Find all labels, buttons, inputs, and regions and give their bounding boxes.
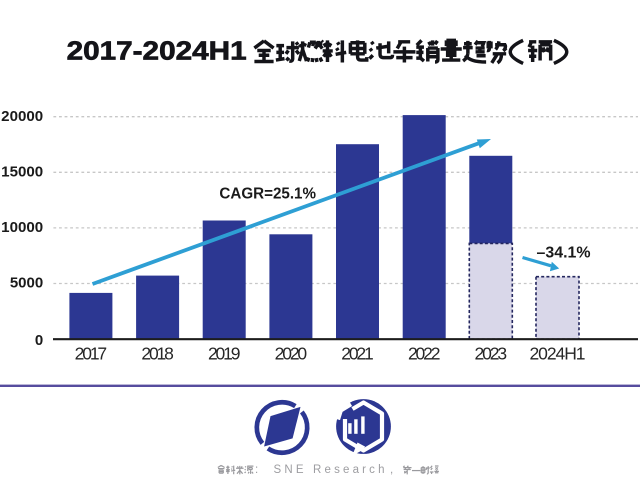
svg-text::: : — [255, 464, 258, 476]
svg-text:2018: 2018 — [141, 344, 174, 364]
svg-text:2017-2024H1: 2017-2024H1 — [67, 38, 247, 66]
svg-text:2024H1: 2024H1 — [530, 344, 586, 364]
svg-text:15000: 15000 — [1, 164, 43, 181]
svg-text:CAGR=25.1%: CAGR=25.1% — [219, 185, 316, 202]
svg-text:2021: 2021 — [341, 344, 374, 364]
svg-text:2017: 2017 — [75, 344, 108, 364]
svg-text:,: , — [390, 464, 393, 476]
svg-text:20000: 20000 — [1, 108, 43, 125]
svg-text:SNE Research: SNE Research — [274, 464, 385, 476]
svg-text:5000: 5000 — [10, 275, 43, 292]
svg-text:2023: 2023 — [475, 344, 508, 364]
svg-text:10000: 10000 — [1, 219, 43, 236]
svg-text:–34.1%: –34.1% — [537, 245, 591, 262]
svg-text:2020: 2020 — [275, 344, 308, 364]
svg-text:2019: 2019 — [208, 344, 241, 364]
svg-text:2022: 2022 — [408, 344, 441, 364]
svg-text:0: 0 — [35, 332, 43, 349]
